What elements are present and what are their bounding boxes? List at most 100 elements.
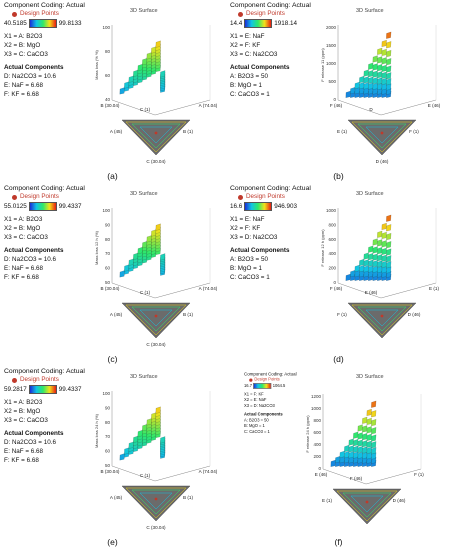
z-tick-label: 2000 [326, 25, 337, 30]
range-max: 1918.14 [274, 19, 298, 27]
corner-label: E (1) [429, 286, 439, 291]
z-tick-label: 70 [105, 251, 111, 256]
panel-d: Component Coding: Actual Design Points 1… [226, 183, 451, 366]
color-gradient [244, 202, 273, 212]
surface-facet [362, 425, 368, 433]
base-edge-right [380, 282, 437, 299]
surface-facet [368, 265, 374, 273]
corner-label: C (1) [140, 107, 151, 112]
actual-3: C: CaCO3 = 1 [230, 273, 270, 281]
corner-label: A (74.04) [199, 469, 218, 474]
corner-label: C (30.04) [146, 342, 166, 347]
corner-label: A (45) [110, 495, 123, 500]
actual-components-heading: Actual Components [230, 246, 290, 254]
z-tick-label: 400 [328, 251, 336, 256]
surface-facet [386, 58, 392, 66]
surface-facet [371, 427, 377, 435]
surface-facet [366, 433, 372, 441]
z-tick-label: 600 [313, 430, 321, 435]
coding-title: Component Coding: Actual [230, 2, 311, 9]
surface-facet [371, 434, 377, 442]
actual-3: F: KF = 6.68 [4, 90, 39, 98]
surface-facet [345, 90, 351, 98]
var-x3: X3 = C: CaCO3 [4, 51, 48, 59]
surface-facet [142, 58, 148, 66]
surface-facet [151, 229, 157, 237]
surface-facet [368, 82, 374, 90]
corner-label: F (46) [350, 476, 363, 481]
surface-facet [330, 459, 336, 467]
surface-facet [377, 64, 383, 72]
surface-facet [372, 63, 378, 71]
actual-list: A: B2O3 = 50 B: MgO = 1 C: CaCO3 = 1 [230, 73, 340, 99]
surface-facet [357, 439, 363, 447]
z-tick-label: 50 [105, 463, 111, 468]
actual-3: C: CaCO3 = 1 [244, 429, 270, 435]
surface-facet [137, 64, 143, 71]
surface-facet [362, 416, 368, 424]
surface-facet [368, 62, 374, 70]
panel-caption: (a) [107, 171, 118, 181]
actual-2: B: MgO = 1 [230, 264, 263, 272]
color-scale: 40.5185 99.8133 [4, 19, 114, 29]
surface-facet [377, 77, 383, 85]
surface-facet [372, 82, 378, 90]
z-tick-label: 1000 [326, 208, 337, 213]
corner-label: F (1) [337, 312, 347, 317]
range-max: 1064.5 [272, 383, 286, 389]
design-points-legend: Design Points [238, 193, 340, 201]
color-gradient [28, 385, 57, 395]
design-points-label: Design Points [246, 193, 285, 201]
design-points-legend: Design Points [238, 10, 340, 18]
surface-facet [362, 446, 368, 454]
z-tick-label: 200 [313, 454, 321, 459]
surface-facet [381, 39, 387, 47]
corner-label: A (45) [110, 129, 123, 134]
surface-facet [381, 247, 387, 255]
surface-facet [372, 77, 378, 85]
contour-line [125, 121, 187, 153]
z-tick-label: 600 [328, 237, 336, 242]
contour-line [351, 121, 413, 153]
design-points-legend: Design Points [12, 193, 114, 201]
surface-facet [350, 87, 356, 95]
design-points-label: Design Points [20, 376, 59, 384]
surface-facet [353, 439, 359, 447]
surface-facet [155, 40, 161, 48]
actual-1: D: Na2CO3 = 10.6 [4, 255, 56, 263]
z-tick-label: 100 [102, 25, 110, 30]
actual-components-heading: Actual Components [244, 412, 283, 417]
surface-facet [133, 435, 139, 443]
surface-facet [133, 252, 139, 260]
actual-1: A: B2O3 = 50 [230, 255, 268, 263]
surface-facet [128, 75, 134, 83]
variable-list: X1 = A: B2O3 X2 = B: MgO X3 = C: CaCO3 [4, 216, 114, 242]
panel-caption: (f) [334, 537, 343, 547]
contour-line [365, 309, 399, 327]
z-axis-label: Mass loss 24 h (%) [94, 413, 99, 448]
surface-facet [146, 235, 152, 243]
ternary-base [332, 488, 402, 525]
surface-facet [357, 432, 363, 440]
plot-title: 3D Surface [130, 8, 158, 14]
surface-facet [363, 259, 369, 267]
actual-2: E: NaF = 6.68 [4, 447, 44, 455]
actual-3: F: KF = 6.68 [4, 273, 39, 281]
corner-label: B (30.04) [101, 103, 120, 108]
surface-facet [146, 418, 152, 426]
z-tick-label: 80 [105, 237, 111, 242]
range-max: 99.4337 [58, 385, 82, 393]
surface-facet [372, 246, 378, 254]
var-x3: X3 = C: CaCO3 [4, 417, 48, 425]
surface-plot: 1200 1000 800 600 400 200 0 F release 24 h (ppm… [305, 394, 424, 525]
surface-facet [381, 222, 387, 230]
surface-facet [128, 258, 134, 266]
ternary-base [121, 485, 191, 522]
panel-caption: (b) [333, 171, 344, 181]
contour-line [350, 495, 384, 513]
surface-facet [357, 451, 363, 459]
coding-title: Component Coding: Actual [4, 2, 85, 9]
surface-facet [359, 76, 365, 83]
surface-facet [142, 424, 148, 432]
surface-facet [155, 223, 161, 231]
